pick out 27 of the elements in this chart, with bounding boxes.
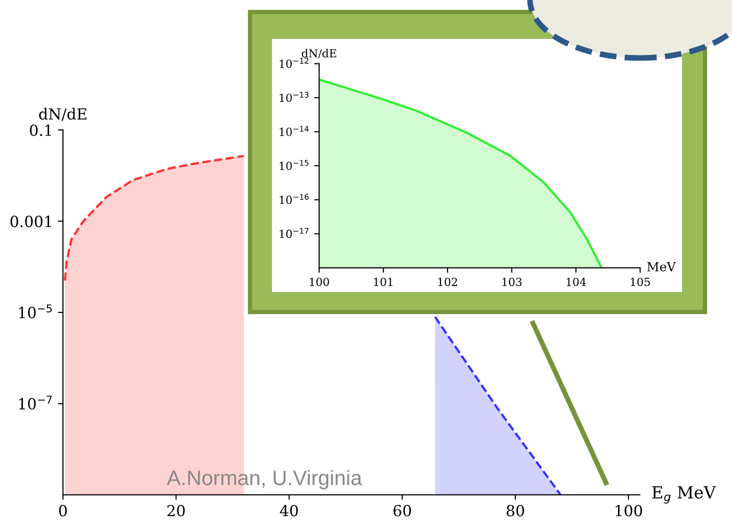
y-axis-title: dN/dE: [302, 48, 336, 58]
y-tick-label: 10$^{−12}$: [280, 58, 308, 68]
x-tick-label: 40: [280, 504, 298, 516]
y-tick-label: 0.001: [10, 216, 52, 228]
x-tick-label: 60: [394, 504, 411, 516]
x-tick-label: 104: [566, 278, 586, 286]
x-tick-label: 100: [616, 504, 642, 516]
annotation: A.Norman, U.Virginia: [166, 470, 362, 490]
x-tick-label: 100: [310, 278, 330, 286]
x-axis-title: MeV: [647, 262, 676, 272]
x-axis-title: E$_{g}$ MeV: [652, 486, 716, 504]
y-tick-label: 10$^{−5}$: [19, 304, 52, 318]
x-tick-label: 0: [59, 504, 67, 516]
y-tick-label: 10$^{−7}$: [19, 396, 52, 410]
y-tick-label: 10$^{−17}$: [280, 228, 308, 238]
x-tick-label: 101: [374, 278, 392, 286]
y-tick-label: 10$^{−13}$: [280, 92, 308, 102]
y-axis-title: dN/dE: [39, 108, 86, 121]
x-tick-label: 102: [438, 278, 458, 286]
y-tick-label: 0.1: [30, 124, 52, 136]
x-tick-label: 103: [502, 278, 522, 286]
y-tick-label: 10$^{−14}$: [280, 126, 309, 136]
x-tick-label: 80: [506, 504, 524, 516]
x-tick-label: 105: [630, 278, 650, 286]
y-tick-label: 10$^{−16}$: [280, 194, 309, 204]
x-tick-label: 20: [167, 504, 185, 516]
y-tick-label: 10$^{−15}$: [280, 160, 308, 170]
